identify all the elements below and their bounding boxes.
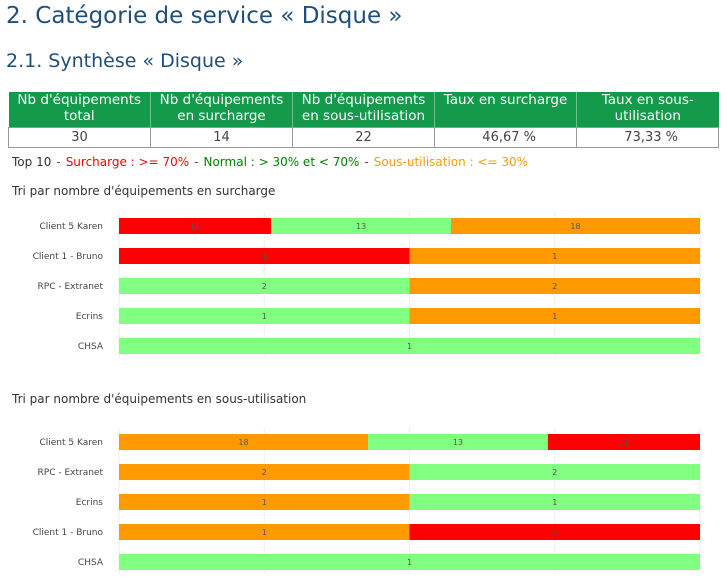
- bar-segment: [119, 248, 410, 264]
- bar-value-label: 1: [552, 312, 557, 321]
- header-taux-surcharge: Taux en surcharge: [434, 92, 577, 128]
- header-sous-utilisation: Nb d'équipements en sous-utilisation: [292, 92, 435, 128]
- value-total: 30: [8, 127, 151, 148]
- legend-normal: Normal : > 30% et < 70%: [203, 155, 360, 169]
- value-taux-sous-utilisation: 73,33 %: [576, 127, 719, 148]
- category-label: Client 1 - Bruno: [33, 528, 104, 538]
- legend: Top 10- Surcharge : >= 70% - Normal : > 30%…: [12, 155, 529, 169]
- bar-segment: [119, 554, 700, 570]
- summary-value-row: 30 14 22 46,67 % 73,33 %: [8, 127, 719, 148]
- bar-value-label: 1: [262, 498, 267, 507]
- category-label: Client 5 Karen: [39, 438, 103, 448]
- bar-segment: [119, 338, 700, 354]
- bar-segment: [451, 218, 700, 234]
- value-taux-surcharge: 46,67 %: [434, 127, 577, 148]
- bar-value-label: 1: [552, 498, 557, 507]
- bar-value-label: 1: [262, 252, 267, 261]
- bar-segment: [119, 434, 368, 450]
- header-taux-sous-utilisation: Taux en sous-utilisation: [576, 92, 719, 128]
- category-label: Client 1 - Bruno: [33, 252, 104, 262]
- summary-header-row: Nb d'équipements total Nb d'équipements …: [8, 92, 719, 128]
- bar-value-label: 1: [552, 252, 557, 261]
- bar-value-label: 2: [262, 468, 267, 477]
- bar-segment: [368, 434, 548, 450]
- category-label: Ecrins: [76, 498, 104, 508]
- section-title: 2.1. Synthèse « Disque »: [6, 50, 244, 72]
- page-title: 2. Catégorie de service « Disque »: [6, 3, 403, 29]
- chart-title-surcharge: Tri par nombre d'équipements en surcharg…: [12, 184, 276, 198]
- bar-value-label: 2: [552, 282, 557, 291]
- bar-value-label: 1: [262, 528, 267, 537]
- category-label: Ecrins: [76, 312, 104, 322]
- bar-segment: [119, 494, 410, 510]
- bar-value-label: 11: [619, 438, 629, 447]
- summary-table: Nb d'équipements total Nb d'équipements …: [8, 92, 719, 148]
- bar-value-label: 1: [262, 312, 267, 321]
- bar-segment: [409, 278, 700, 294]
- legend-sous-utilisation: Sous-utilisation : <= 30%: [373, 155, 529, 169]
- bar-value-label: 13: [356, 222, 366, 231]
- bar-segment: [119, 278, 410, 294]
- category-label: CHSA: [78, 342, 104, 352]
- category-label: Client 5 Karen: [39, 222, 103, 232]
- bar-segment: [119, 308, 410, 324]
- bar-value-label: 1: [407, 342, 412, 351]
- bar-value-label: 1: [407, 558, 412, 567]
- bar-value-label: 2: [552, 468, 557, 477]
- legend-top: Top 10: [12, 155, 52, 169]
- bar-segment: [409, 464, 700, 480]
- category-label: CHSA: [78, 558, 104, 568]
- bar-value-label: 2: [262, 282, 267, 291]
- bar-value-label: 11: [190, 222, 200, 231]
- bar-segment: [409, 308, 700, 324]
- bar-segment: [547, 434, 700, 450]
- bar-segment: [271, 218, 451, 234]
- header-total: Nb d'équipements total: [8, 92, 151, 128]
- header-surcharge: Nb d'équipements en surcharge: [150, 92, 293, 128]
- bar-segment: [119, 464, 410, 480]
- bar-value-label: 18: [570, 222, 580, 231]
- value-sous-utilisation: 22: [292, 127, 435, 148]
- category-label: RPC - Extranet: [38, 282, 104, 292]
- bar-segment: [119, 218, 272, 234]
- bar-segment: [409, 494, 700, 510]
- bar-value-label: 13: [453, 438, 463, 447]
- value-surcharge: 14: [150, 127, 293, 148]
- bar-segment: [119, 524, 410, 540]
- bar-value-label: 1: [552, 528, 557, 537]
- bar-value-label: 18: [238, 438, 248, 447]
- bar-segment: [409, 248, 700, 264]
- category-label: RPC - Extranet: [38, 468, 104, 478]
- bar-segment: [409, 524, 700, 540]
- legend-surcharge: Surcharge : >= 70%: [65, 155, 190, 169]
- chart-title-sous-utilisation: Tri par nombre d'équipements en sous-uti…: [12, 392, 307, 406]
